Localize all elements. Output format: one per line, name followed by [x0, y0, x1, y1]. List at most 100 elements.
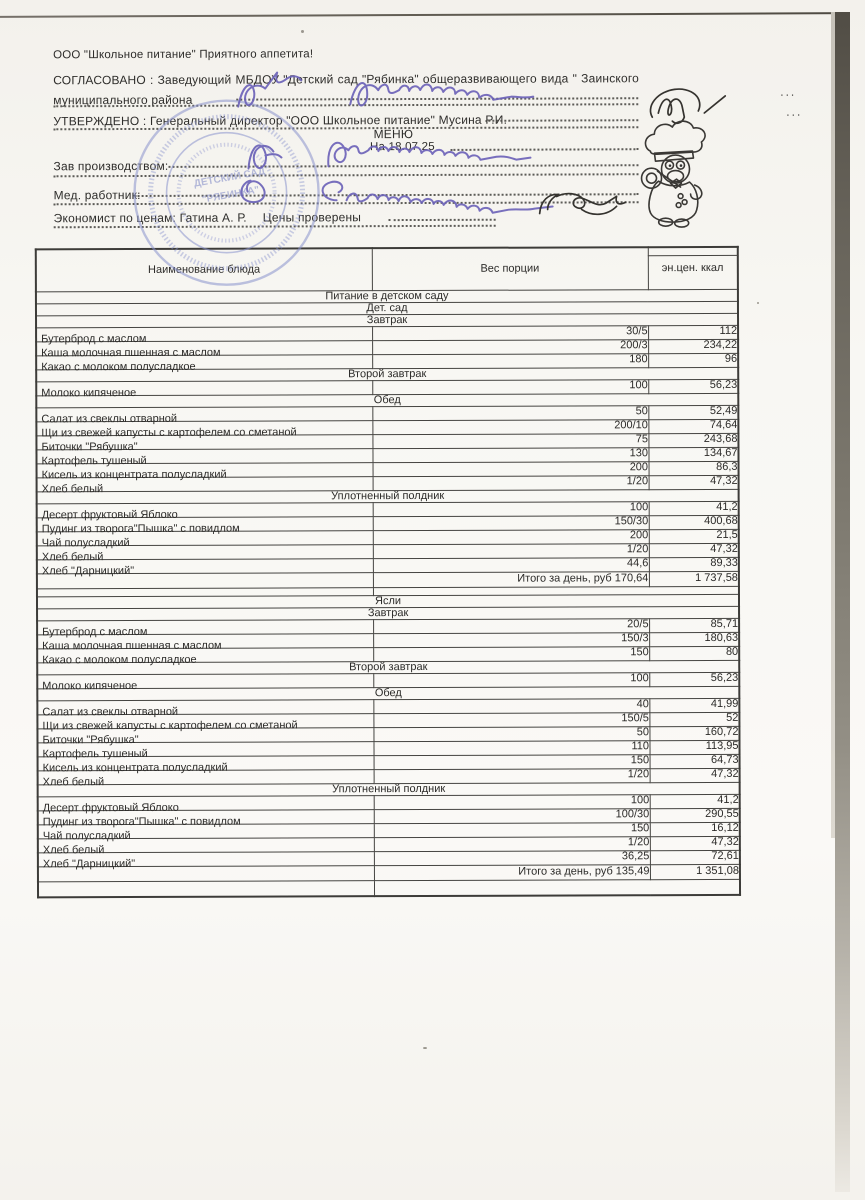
energy-kcal-cell: 41,2	[648, 500, 739, 516]
dish-name: Картофель тушеный	[42, 747, 148, 760]
energy-kcal-cell: 56,23	[648, 378, 739, 394]
dish-name-cell: Бутерброд с маслом	[37, 619, 374, 638]
energy-kcal-cell: 96	[648, 352, 739, 368]
energy-kcal-cell: 85,71	[649, 617, 740, 633]
dish-name: Хлеб белый	[41, 550, 104, 563]
portion-weight-cell: 100	[373, 794, 650, 810]
energy-kcal-cell: 112	[648, 324, 739, 340]
dish-name: Какао с молоком полусладкое	[42, 653, 197, 666]
medical-worker-label: Мед. работник:	[53, 187, 141, 203]
portion-weight-cell: 1/20	[373, 768, 650, 784]
portion-weight-cell: 150/3	[373, 632, 650, 648]
portion-weight-cell: 1/20	[373, 836, 650, 852]
energy-kcal-cell: 56,23	[649, 671, 740, 687]
dish-name: Щи из свежей капусты с картофелем со сме…	[42, 718, 298, 732]
menu-table: Наименование блюда Вес порции эн.цен. кк…	[34, 245, 742, 899]
portion-weight-cell: 40	[373, 698, 650, 714]
portion-weight-cell: 1/20	[372, 475, 649, 491]
energy-kcal-cell: 160,72	[649, 725, 740, 741]
portion-weight-cell: 44,6	[372, 557, 649, 573]
total-label-cell: Итого за день, руб 135,49	[373, 864, 650, 881]
empty-name-cell	[37, 880, 375, 898]
menu-table-body: Питание в детском саду Дет. сад Завтрак Бут…	[35, 288, 741, 898]
dish-name: Салат из свеклы отварной	[42, 705, 179, 718]
agreed-line-1: СОГЛАСОВАНО: Заведующий МБДОУ "Детский сад "Р…	[53, 71, 640, 88]
energy-kcal-cell: 74,64	[648, 418, 739, 434]
dish-name-cell: Молоко кипяченое	[36, 380, 373, 399]
energy-kcal-cell: 52,49	[648, 404, 739, 420]
portion-weight-cell: 100	[373, 672, 650, 688]
economist-label: Экономист по ценам: Гатина А. Р. Цены про…	[54, 210, 361, 225]
signature-ink-top-right	[649, 88, 727, 125]
portion-weight-cell: 100	[372, 501, 649, 517]
energy-kcal-cell: 400,68	[648, 514, 739, 530]
energy-kcal-cell: 290,55	[649, 807, 740, 823]
company-line: ООО "Школьное питание" Приятного аппетит…	[53, 48, 314, 62]
signature-ink-economist	[538, 192, 627, 216]
energy-kcal-cell: 41,2	[649, 793, 740, 809]
portion-weight-cell: 110	[373, 740, 650, 756]
dish-name: Хлеб белый	[42, 775, 105, 788]
total-label-cell: Итого за день, руб 170,64	[372, 571, 649, 588]
dish-name: Картофель тушеный	[41, 454, 147, 467]
dish-name-cell: Десерт фруктовый Яблоко	[37, 795, 374, 814]
total-kcal-cell: 1 351,08	[649, 863, 740, 880]
portion-weight-cell: 20/5	[373, 618, 650, 634]
energy-kcal-cell: 80	[649, 645, 740, 661]
dish-name: Хлеб белый	[42, 843, 105, 856]
dish-name-cell: Салат из свеклы отварной	[36, 406, 373, 425]
energy-kcal-cell: 89,33	[648, 556, 739, 572]
column-header-kcal: эн.цен. ккал	[647, 246, 738, 290]
dish-name-cell: Молоко кипяченое	[37, 673, 374, 692]
dots-mark: ...	[780, 84, 797, 99]
portion-weight-cell: 100/30	[373, 808, 650, 824]
scan-speck	[757, 302, 759, 304]
portion-weight-cell: 75	[372, 433, 649, 449]
portion-weight-cell: 36,25	[373, 850, 650, 866]
dish-name: Какао с молоком полусладкое	[41, 360, 196, 373]
dots-mark: ...	[786, 104, 803, 119]
portion-weight-cell: 200/3	[372, 339, 649, 355]
portion-weight-cell: 130	[372, 447, 649, 463]
scan-speck	[301, 30, 304, 33]
signature-rule	[134, 192, 639, 197]
dish-name: Хлеб "Дарницкий"	[42, 857, 136, 870]
dish-name: Биточки "Рябушка"	[41, 440, 138, 453]
energy-kcal-cell: 47,32	[648, 542, 739, 558]
total-kcal-cell: 1 737,58	[648, 570, 739, 587]
dish-name: Бутерброд с маслом	[42, 625, 148, 638]
dish-name: Хлеб "Дарницкий"	[41, 564, 135, 577]
energy-kcal-cell: 113,95	[649, 739, 740, 755]
dish-name: Каша молочная пшенная с маслом	[41, 346, 221, 359]
dish-name: Пудинг из творога"Пышка" с повидлом	[41, 522, 240, 535]
menu-date: На 18.07.25	[369, 140, 435, 154]
stamp-text-line1: ДЕТСКИЙ САД	[193, 164, 266, 190]
signature-rule	[53, 102, 639, 108]
signature-rule	[168, 163, 639, 168]
dish-name: Молоко кипяченое	[42, 679, 138, 692]
signature-rule	[450, 147, 639, 151]
column-header-dish: Наименование блюда	[35, 248, 372, 292]
dish-name: Кисель из концентрата полусладкий	[41, 468, 227, 481]
energy-kcal-cell: 72,61	[649, 849, 740, 865]
energy-kcal-cell: 47,32	[649, 835, 740, 851]
portion-weight-cell: 200	[372, 461, 649, 477]
column-header-portion: Вес порции	[371, 247, 648, 291]
portion-weight-cell: 180	[372, 353, 649, 369]
prices-checked-text: Цены проверены	[262, 210, 362, 225]
production-manager-label: Зав производством:	[53, 158, 169, 174]
economist-label-text: Экономист по ценам: Гатина А. Р.	[53, 210, 247, 226]
energy-kcal-cell: 86,3	[648, 460, 739, 476]
dish-name: Щи из свежей капусты с картофелем со сме…	[41, 425, 297, 439]
empty-rest-cell	[373, 878, 741, 897]
portion-weight-cell: 150/30	[372, 515, 649, 531]
dish-name: Чай полусладкий	[41, 536, 130, 549]
signature-ink-medical	[321, 180, 554, 214]
portion-weight-cell: 1/20	[372, 543, 649, 559]
dish-name: Салат из свеклы отварной	[41, 412, 178, 425]
portion-weight-cell: 200	[372, 529, 649, 545]
dish-name: Кисель из концентрата полусладкий	[42, 761, 228, 774]
signature-rule	[53, 200, 639, 206]
